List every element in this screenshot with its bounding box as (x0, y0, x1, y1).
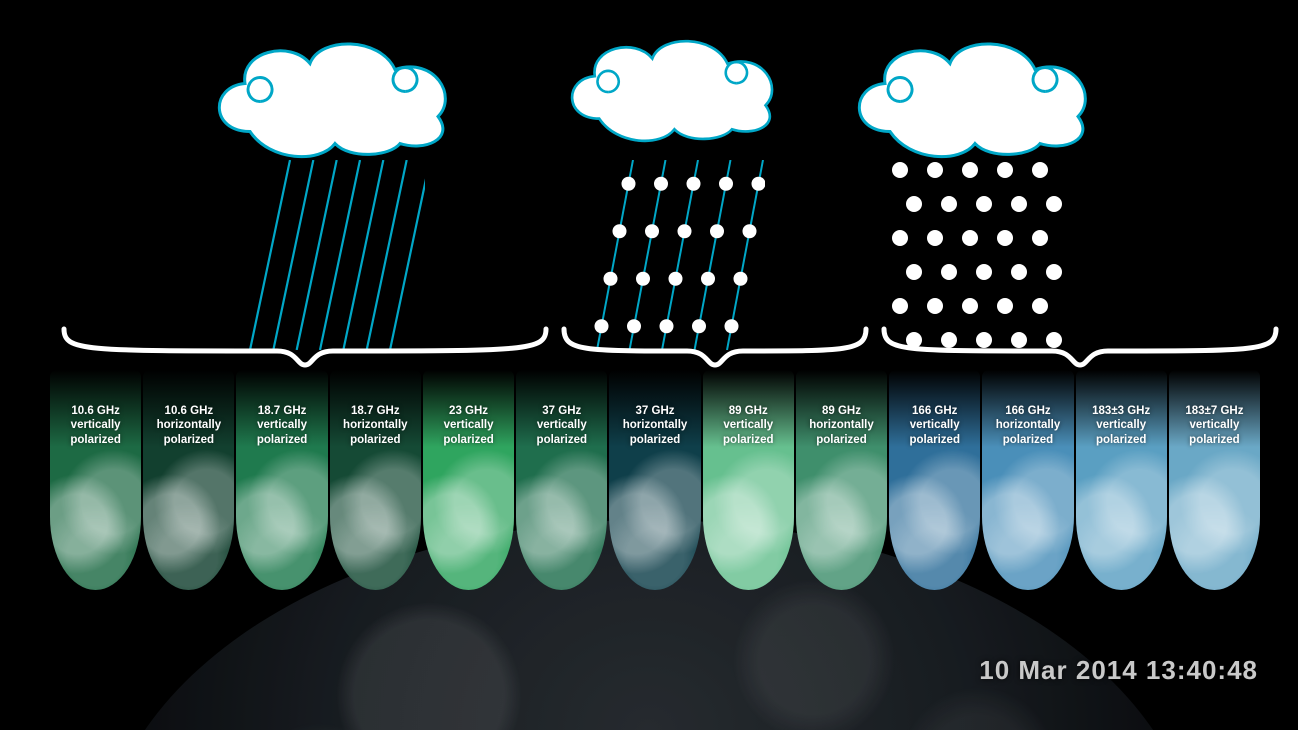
bracket (60, 325, 550, 369)
freq-tile-label: 18.7 GHz vertically polarized (257, 370, 307, 590)
freq-tile-label: 37 GHz vertically polarized (537, 370, 587, 590)
timestamp: 10 Mar 2014 13:40:48 (979, 655, 1258, 686)
cloud-snow (840, 20, 1100, 163)
infographic-canvas: 10.6 GHz vertically polarized 10.6 GHz ho… (0, 0, 1298, 730)
freq-tile: 166 GHz horizontally polarized (982, 370, 1073, 590)
bracket (880, 325, 1280, 369)
freq-tile-label: 10.6 GHz vertically polarized (70, 370, 120, 590)
freq-tile: 18.7 GHz vertically polarized (236, 370, 327, 590)
freq-tile-label: 183±3 GHz vertically polarized (1092, 370, 1150, 590)
freq-tile-label: 166 GHz vertically polarized (909, 370, 959, 590)
freq-tile: 37 GHz horizontally polarized (609, 370, 700, 590)
freq-tile: 10.6 GHz horizontally polarized (143, 370, 234, 590)
cloud-row (0, 20, 1298, 370)
freq-tile-label: 37 GHz horizontally polarized (623, 370, 688, 590)
freq-tile-label: 166 GHz horizontally polarized (996, 370, 1061, 590)
freq-tile-label: 183±7 GHz vertically polarized (1185, 370, 1243, 590)
freq-tile-label: 10.6 GHz horizontally polarized (157, 370, 222, 590)
bracket (560, 325, 870, 369)
frequency-tiles: 10.6 GHz vertically polarized 10.6 GHz ho… (50, 370, 1260, 620)
freq-tile-label: 18.7 GHz horizontally polarized (343, 370, 408, 590)
freq-tile: 10.6 GHz vertically polarized (50, 370, 141, 590)
freq-tile: 89 GHz horizontally polarized (796, 370, 887, 590)
freq-tile-label: 89 GHz horizontally polarized (809, 370, 874, 590)
freq-tile-label: 23 GHz vertically polarized (443, 370, 493, 590)
freq-tile: 23 GHz vertically polarized (423, 370, 514, 590)
cloud-rain (200, 20, 460, 163)
freq-tile-label: 89 GHz vertically polarized (723, 370, 773, 590)
cloud-sleet (555, 20, 785, 147)
freq-tile: 18.7 GHz horizontally polarized (330, 370, 421, 590)
freq-tile: 166 GHz vertically polarized (889, 370, 980, 590)
freq-tile: 37 GHz vertically polarized (516, 370, 607, 590)
freq-tile: 183±7 GHz vertically polarized (1169, 370, 1260, 590)
freq-tile: 183±3 GHz vertically polarized (1076, 370, 1167, 590)
freq-tile: 89 GHz vertically polarized (703, 370, 794, 590)
